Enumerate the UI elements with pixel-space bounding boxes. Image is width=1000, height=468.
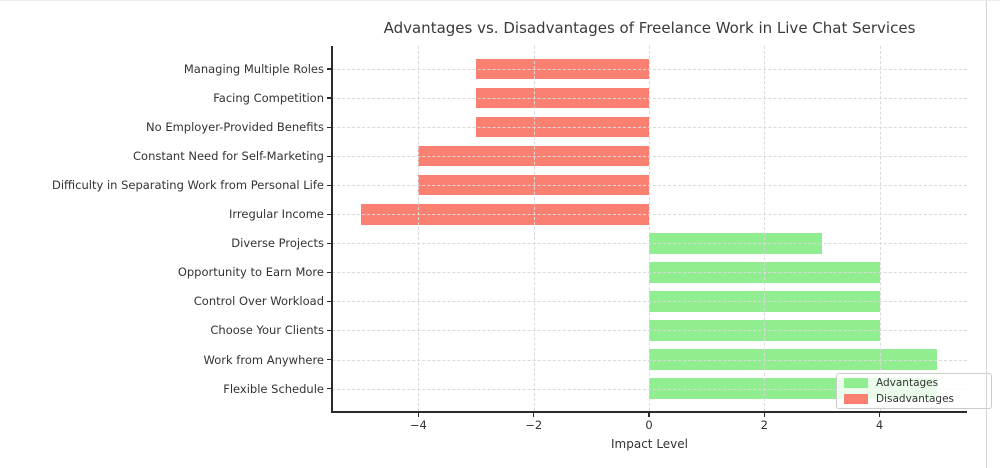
y-tick-mark xyxy=(327,68,331,70)
y-tick-mark xyxy=(327,184,331,186)
bar xyxy=(476,116,649,138)
category-label: Work from Anywhere xyxy=(203,352,324,367)
bar xyxy=(360,204,649,225)
x-axis-label: Impact Level xyxy=(611,437,688,451)
category-label: Managing Multiple Roles xyxy=(183,62,324,76)
legend-item-disadvantages: Disadvantages xyxy=(844,393,984,406)
y-axis-spine xyxy=(331,46,333,412)
horizontal-gridline xyxy=(332,98,967,100)
bar xyxy=(418,145,649,167)
x-tick-mark xyxy=(879,412,881,417)
legend-label-advantages: Advantages xyxy=(876,377,939,389)
legend-swatch-disadvantages-icon xyxy=(844,394,868,404)
x-tick-label: 0 xyxy=(645,418,653,432)
legend-item-advantages: Advantages xyxy=(844,377,984,390)
category-label: Facing Competition xyxy=(213,91,324,106)
category-label: Flexible Schedule xyxy=(223,381,324,396)
y-tick-mark xyxy=(327,271,331,273)
y-tick-mark xyxy=(327,155,331,157)
x-tick-mark xyxy=(533,412,535,417)
x-axis-spine xyxy=(331,411,967,413)
y-tick-mark xyxy=(327,126,331,128)
y-tick-mark xyxy=(327,387,331,390)
bar xyxy=(649,291,880,312)
horizontal-gridline xyxy=(332,127,967,129)
bar xyxy=(649,349,938,370)
y-tick-mark xyxy=(327,242,331,244)
category-label: Difficulty in Separating Work from Perso… xyxy=(52,178,324,193)
y-tick-mark xyxy=(327,329,331,332)
x-tick-label: −4 xyxy=(409,418,427,432)
bar xyxy=(418,174,649,196)
x-tick-label: 2 xyxy=(760,418,768,432)
legend-label-disadvantages: Disadvantages xyxy=(876,393,955,405)
y-tick-mark xyxy=(327,213,331,215)
category-label: Diverse Projects xyxy=(231,236,324,251)
bar xyxy=(649,262,880,283)
bar xyxy=(476,87,649,109)
x-tick-mark xyxy=(763,412,765,417)
category-label: Constant Need for Self-Marketing xyxy=(133,149,324,164)
category-label: No Employer-Provided Benefits xyxy=(146,120,324,135)
window-edge-line xyxy=(986,1,987,468)
y-tick-mark xyxy=(327,97,331,99)
x-tick-label: −2 xyxy=(525,418,543,432)
legend: Advantages Disadvantages xyxy=(836,373,992,409)
x-tick-label: 4 xyxy=(875,418,884,432)
x-tick-mark xyxy=(417,412,419,417)
bar xyxy=(649,233,822,254)
vertical-gridline xyxy=(418,46,420,411)
bar xyxy=(476,58,649,80)
chart-title: Advantages vs. Disadvantages of Freelanc… xyxy=(383,19,916,37)
category-label: Opportunity to Earn More xyxy=(177,265,324,280)
y-tick-mark xyxy=(327,300,331,302)
legend-swatch-advantages-icon xyxy=(844,378,868,388)
category-label: Choose Your Clients xyxy=(210,323,324,338)
x-tick-mark xyxy=(648,412,650,417)
category-label: Irregular Income xyxy=(229,207,324,222)
y-tick-mark xyxy=(327,358,331,361)
horizontal-gridline xyxy=(332,69,967,70)
bar xyxy=(649,320,880,341)
category-label: Control Over Workload xyxy=(193,294,324,309)
